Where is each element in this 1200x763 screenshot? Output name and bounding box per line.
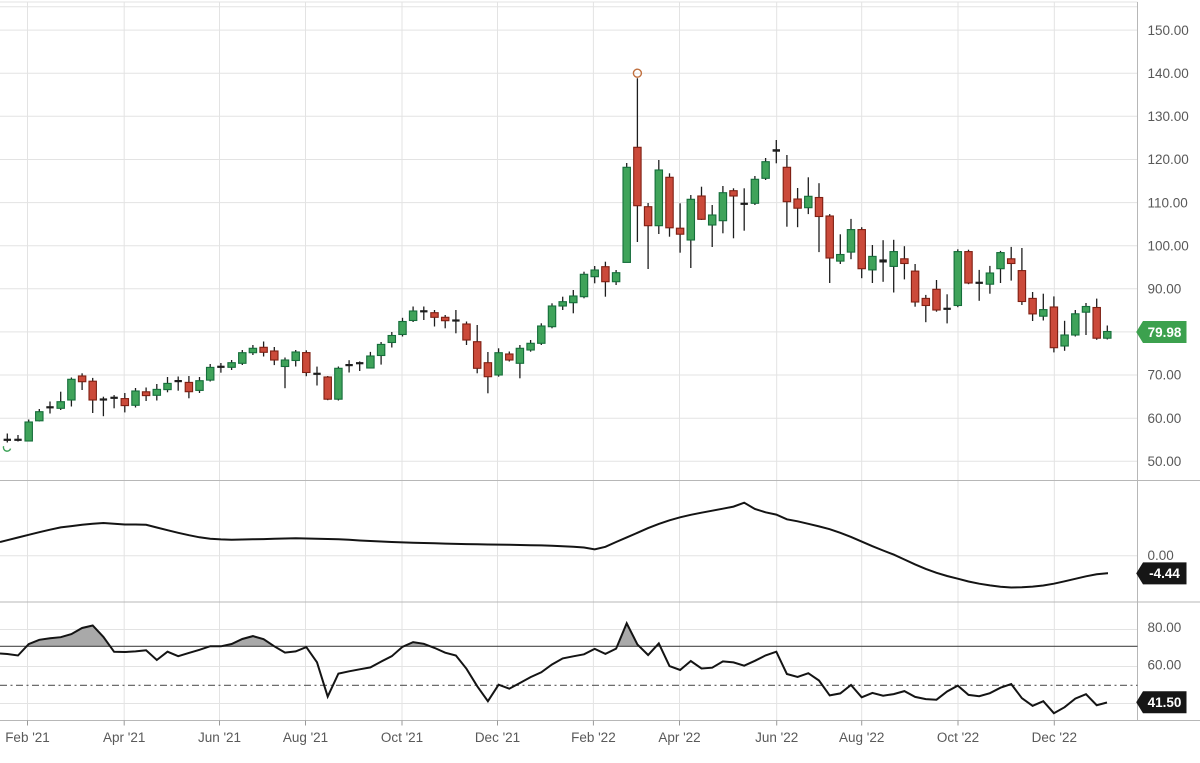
svg-text:Feb '21: Feb '21	[5, 730, 50, 745]
svg-text:Oct '21: Oct '21	[381, 730, 423, 745]
svg-text:79.98: 79.98	[1148, 325, 1182, 340]
svg-text:80.00: 80.00	[1148, 620, 1182, 635]
svg-text:50.00: 50.00	[1148, 454, 1182, 469]
svg-text:-4.44: -4.44	[1149, 566, 1180, 581]
svg-text:41.50: 41.50	[1148, 695, 1182, 710]
svg-text:70.00: 70.00	[1148, 368, 1182, 383]
svg-text:Apr '22: Apr '22	[658, 730, 700, 745]
svg-text:Aug '21: Aug '21	[283, 730, 328, 745]
svg-text:130.00: 130.00	[1148, 109, 1189, 124]
svg-text:110.00: 110.00	[1148, 195, 1188, 210]
svg-text:60.00: 60.00	[1148, 658, 1182, 673]
svg-text:Dec '21: Dec '21	[475, 730, 520, 745]
svg-text:0.00: 0.00	[1148, 548, 1174, 563]
svg-text:Feb '22: Feb '22	[571, 730, 616, 745]
svg-text:Oct '22: Oct '22	[937, 730, 979, 745]
svg-text:Jun '22: Jun '22	[755, 730, 798, 745]
svg-text:90.00: 90.00	[1148, 282, 1182, 297]
svg-text:100.00: 100.00	[1148, 238, 1189, 253]
svg-text:150.00: 150.00	[1148, 23, 1189, 38]
svg-text:120.00: 120.00	[1148, 152, 1189, 167]
svg-text:Jun '21: Jun '21	[198, 730, 241, 745]
svg-text:Aug '22: Aug '22	[839, 730, 884, 745]
svg-text:60.00: 60.00	[1148, 411, 1182, 426]
svg-text:140.00: 140.00	[1148, 66, 1189, 81]
svg-text:Apr '21: Apr '21	[103, 730, 145, 745]
svg-text:Dec '22: Dec '22	[1032, 730, 1077, 745]
